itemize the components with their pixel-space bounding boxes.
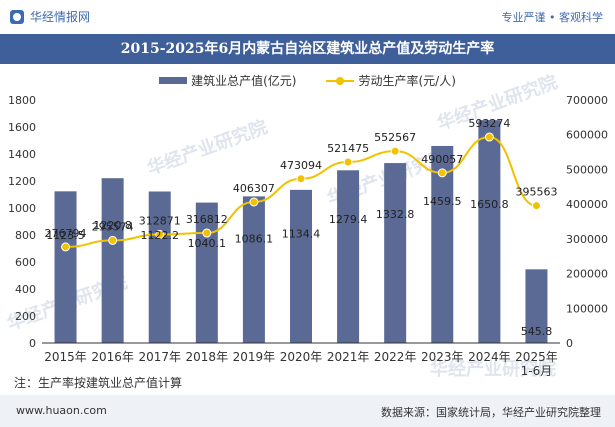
y-right-tick-7: 700000	[566, 94, 608, 107]
y-right-tick-6: 600000	[566, 129, 608, 142]
y-right-tick-5: 500000	[566, 163, 608, 176]
bar-label-4: 1086.1	[235, 232, 274, 245]
line-point-2	[155, 229, 165, 239]
bar-9	[478, 120, 501, 343]
line-label-0: 276794	[45, 227, 87, 240]
slogan: 专业严谨 • 客观科学	[501, 11, 603, 24]
x-tick-7: 2022年	[374, 350, 417, 364]
y-right-tick-3: 300000	[566, 233, 608, 246]
bar-8	[431, 145, 454, 343]
line-point-7	[390, 146, 400, 156]
y-right-tick-1: 100000	[566, 302, 608, 315]
x-tick-6: 2021年	[327, 350, 370, 364]
x-tick-10: 2025年	[515, 350, 558, 364]
bar-3	[195, 202, 218, 343]
line-label-4: 406307	[233, 182, 275, 195]
footer-source: 数据来源：国家统计局，华经产业研究院整理	[381, 406, 601, 419]
bar-label-7: 1332.8	[376, 208, 415, 221]
bar-10	[525, 269, 548, 343]
brand[interactable]: 华经情报网	[10, 8, 90, 25]
x-tick-2: 2017年	[138, 350, 181, 364]
line-point-6	[343, 157, 353, 167]
x-tick-8: 2023年	[421, 350, 464, 364]
chart-canvas: 华经产业研究院华经产业研究院华经产业研究院华经产业研究院华经产业研究院02004…	[4, 71, 608, 380]
chart-title: 2015-2025年6月内蒙古自治区建筑业总产值及劳动生产率	[0, 34, 615, 64]
line-label-8: 490057	[421, 153, 463, 166]
x-tick-5: 2020年	[280, 350, 323, 364]
bar-label-5: 1134.4	[282, 228, 321, 241]
y-left-tick-1: 200	[15, 310, 36, 323]
y-left-tick-6: 1200	[8, 175, 36, 188]
watermark-0: 华经产业研究院	[144, 116, 270, 180]
bar-label-1: 1220.8	[93, 219, 132, 232]
bar-label-10: 545.8	[521, 325, 553, 338]
x-tick-10-line1: 1-6月	[521, 364, 553, 378]
y-right-tick-2: 200000	[566, 268, 608, 281]
y-left-tick-3: 600	[15, 256, 36, 269]
legend-item-line: 劳动生产率(元/人)	[326, 72, 456, 89]
y-left-tick-2: 400	[15, 283, 36, 296]
bar-4	[242, 196, 265, 343]
line-point-8	[437, 168, 447, 178]
line-point-3	[202, 228, 212, 238]
x-tick-4: 2019年	[233, 350, 276, 364]
legend-line-swatch	[326, 76, 355, 85]
x-tick-0: 2015年	[44, 350, 87, 364]
top-bar: 华经情报网 专业严谨 • 客观科学	[0, 0, 615, 34]
line-label-10: 395563	[515, 186, 557, 199]
bar-label-6: 1279.4	[329, 213, 368, 226]
y-right-tick-4: 400000	[566, 198, 608, 211]
line-label-5: 473094	[280, 159, 322, 172]
bar-2	[148, 191, 171, 343]
brand-name: 华经情报网	[30, 10, 91, 24]
bar-7	[384, 163, 407, 343]
legend-bar-swatch	[159, 77, 188, 84]
footer-url[interactable]: www.huaon.com	[16, 404, 107, 417]
brand-logo-icon	[10, 9, 24, 24]
x-tick-1: 2016年	[91, 350, 134, 364]
y-left-tick-9: 1800	[8, 94, 36, 107]
y-left-tick-0: 0	[29, 337, 36, 350]
bar-5	[290, 189, 312, 343]
line-label-7: 552567	[374, 131, 416, 144]
footer: www.huaon.com 数据来源：国家统计局，华经产业研究院整理	[0, 395, 615, 427]
line-point-4	[249, 197, 259, 207]
footnote: 注：生产率按建筑业总产值计算	[14, 376, 183, 390]
line-point-0	[61, 242, 71, 252]
line-label-2: 312871	[139, 214, 181, 227]
bar-0	[54, 191, 77, 343]
bar-6	[337, 170, 360, 343]
y-left-tick-5: 1000	[8, 202, 36, 215]
x-tick-9: 2024年	[468, 350, 511, 364]
bar-label-8: 1459.5	[423, 195, 462, 208]
bar-1	[101, 178, 124, 343]
line-series-path	[65, 136, 537, 248]
watermark-4: 华经产业研究院	[430, 358, 556, 380]
y-left-tick-4: 800	[15, 229, 36, 242]
legend-line-label: 劳动生产率(元/人)	[358, 74, 456, 88]
line-label-1: 295574	[92, 220, 134, 233]
bar-label-3: 1040.1	[188, 237, 227, 250]
chart-legend: 建筑业总产值(亿元) 劳动生产率(元/人)	[0, 72, 615, 89]
y-left-tick-7: 1400	[8, 148, 36, 161]
line-point-1	[108, 235, 118, 245]
bar-label-0: 1123.5	[46, 229, 85, 242]
line-label-3: 316812	[186, 213, 228, 226]
line-label-9: 593274	[468, 117, 510, 130]
y-left-tick-8: 1600	[8, 121, 36, 134]
line-label-6: 521475	[327, 142, 369, 155]
bar-label-9: 1650.8	[470, 198, 509, 211]
legend-item-bar: 建筑业总产值(亿元)	[159, 72, 296, 89]
line-point-9	[484, 132, 494, 142]
line-point-5	[296, 174, 306, 184]
line-point-10	[531, 201, 541, 211]
x-tick-3: 2018年	[186, 350, 229, 364]
y-right-tick-0: 0	[566, 337, 573, 350]
bar-label-2: 1122.2	[140, 229, 179, 242]
legend-bar-label: 建筑业总产值(亿元)	[191, 74, 297, 88]
